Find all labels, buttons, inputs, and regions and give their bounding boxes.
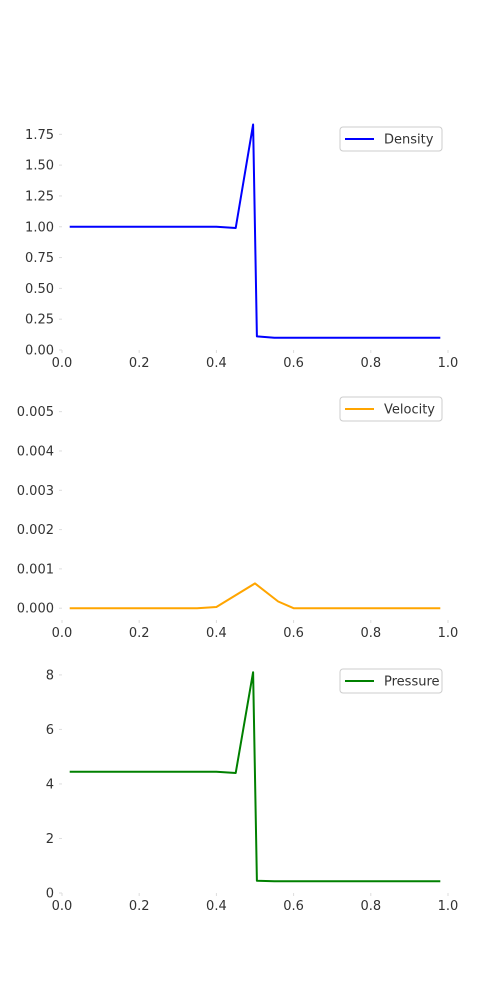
x-tick-label: 0.8: [360, 626, 381, 641]
y-tick-label: 0.005: [17, 405, 54, 420]
y-tick-label: 0.002: [17, 523, 54, 538]
y-tick-label: 0.003: [17, 484, 54, 499]
x-tick-label: 0.0: [52, 899, 73, 914]
series-line-density: [69, 123, 441, 339]
y-tick-label: 4: [46, 777, 54, 792]
x-tick-label: 0.0: [52, 626, 73, 641]
y-tick-label: 1.00: [25, 220, 54, 235]
chart-panel-pressure: 0.0 0.2 0.4 0.6 0.8 1.0 0 2 4 6 8 Pressure: [46, 668, 459, 914]
x-tick-label: 0.2: [129, 356, 150, 371]
chart-panel-velocity: 0.0 0.2 0.4 0.6 0.8 1.0 0.000 0.001 0.002 0.003 0.…: [17, 396, 459, 641]
y-tick-label: 0.25: [25, 313, 54, 328]
y-tick-label: 0: [46, 887, 54, 902]
x-tick-label: 0.2: [129, 899, 150, 914]
y-tick-label: 8: [46, 668, 54, 683]
x-tick-label: 0.4: [206, 626, 227, 641]
legend-label: Pressure: [384, 675, 440, 690]
chart-panel-density: 0.0 0.2 0.4 0.6 0.8 1.0 0.00 0.25 0.50 0.75 1.00 1.…: [25, 123, 459, 371]
legend: Velocity: [339, 396, 443, 422]
x-tick-label: 1.0: [438, 626, 459, 641]
x-tick-label: 0.6: [283, 626, 304, 641]
series-line-pressure: [69, 671, 441, 883]
x-tick-label: 0.4: [206, 899, 227, 914]
legend: Density: [339, 126, 443, 152]
x-tick-label: 0.0: [52, 356, 73, 371]
legend-label: Density: [384, 133, 434, 148]
x-tick-label: 0.2: [129, 626, 150, 641]
y-tick-label: 0.00: [25, 344, 54, 359]
y-tick-label: 0.004: [17, 444, 54, 459]
y-tick-label: 1.25: [25, 189, 54, 204]
y-tick-label: 2: [46, 832, 54, 847]
legend: Pressure: [339, 668, 443, 694]
x-tick-label: 0.8: [360, 356, 381, 371]
legend-box: [339, 396, 443, 422]
y-tick-label: 0.75: [25, 251, 54, 266]
y-tick-label: 1.50: [25, 159, 54, 174]
y-tick-label: 6: [46, 723, 54, 738]
chart-panels: 0.0 0.2 0.4 0.6 0.8 1.00.000.250.500.751.001.…: [17, 123, 459, 914]
x-tick-label: 0.8: [360, 899, 381, 914]
x-tick-label: 0.4: [206, 356, 227, 371]
y-tick-label: 1.75: [25, 128, 54, 143]
y-tick-label: 0.50: [25, 282, 54, 297]
x-tick-label: 1.0: [438, 356, 459, 371]
series-line-velocity: [69, 582, 441, 610]
x-tick-label: 0.6: [283, 356, 304, 371]
legend-box: [339, 668, 443, 694]
y-tick-label: 0.001: [17, 562, 54, 577]
x-tick-label: 0.6: [283, 899, 304, 914]
x-tick-label: 1.0: [438, 899, 459, 914]
y-tick-label: 0.000: [17, 602, 54, 617]
legend-box: [339, 126, 443, 152]
legend-label: Velocity: [384, 403, 435, 418]
